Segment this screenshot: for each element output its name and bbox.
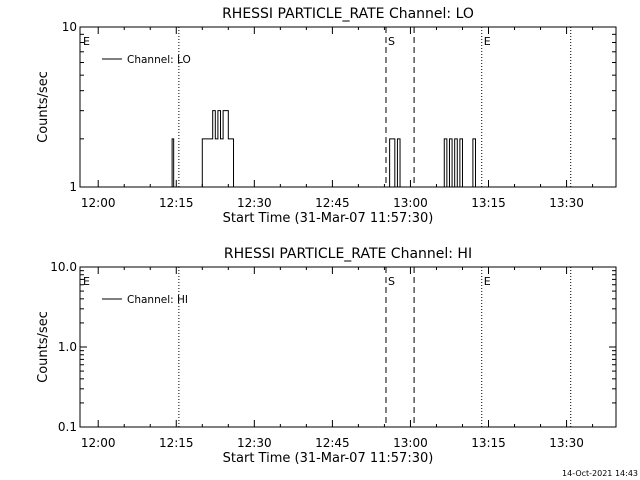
- lo-plot-frame: [79, 26, 617, 188]
- hi-y-tick-label: 1.0: [58, 340, 77, 354]
- lo-x-tick-label: 12:15: [159, 196, 194, 210]
- lo-marker-label: S: [388, 35, 395, 48]
- hi-marker-label: E: [83, 275, 90, 288]
- hi-x-tick-label: 12:30: [237, 436, 272, 450]
- hi-x-tick-label: 12:15: [159, 436, 194, 450]
- lo-y-tick-label: 1: [69, 180, 77, 194]
- lo-x-axis-title: Start Time (31-Mar-07 11:57:30): [223, 211, 434, 226]
- hi-y-tick-label: 0.1: [58, 420, 77, 434]
- hi-x-tick-label: 12:45: [315, 436, 350, 450]
- hi-chart-title: RHESSI PARTICLE_RATE Channel: HI: [224, 246, 472, 262]
- lo-x-tick-label: 12:45: [315, 196, 350, 210]
- hi-plot-frame: [79, 266, 617, 428]
- footer-timestamp: 14-Oct-2021 14:43: [562, 469, 638, 478]
- lo-y-tick-label: 10: [62, 20, 77, 34]
- hi-x-tick-label: 13:00: [393, 436, 428, 450]
- lo-legend-label: Channel: LO: [127, 54, 191, 66]
- hi-legend-label: Channel: HI: [127, 294, 188, 306]
- hi-x-tick-label: 13:15: [471, 436, 506, 450]
- hi-x-tick-label: 13:30: [549, 436, 584, 450]
- lo-chart-title: RHESSI PARTICLE_RATE Channel: LO: [222, 6, 474, 22]
- lo-x-tick-label: 13:00: [393, 196, 428, 210]
- hi-x-tick-label: 12:00: [81, 436, 116, 450]
- lo-series-line: [98, 110, 481, 188]
- lo-x-tick-label: 12:30: [237, 196, 272, 210]
- hi-y-tick-label: 10.0: [50, 260, 77, 274]
- lo-x-tick-label: 13:30: [549, 196, 584, 210]
- hi-marker-label: E: [484, 275, 491, 288]
- hi-y-axis-title: Counts/sec: [36, 311, 51, 383]
- lo-x-tick-label: 12:00: [81, 196, 116, 210]
- lo-marker-label: E: [484, 35, 491, 48]
- lo-marker-label: E: [83, 35, 90, 48]
- lo-x-tick-label: 13:15: [471, 196, 506, 210]
- hi-marker-label: S: [388, 275, 395, 288]
- hi-x-axis-title: Start Time (31-Mar-07 11:57:30): [223, 451, 434, 466]
- lo-y-axis-title: Counts/sec: [36, 71, 51, 143]
